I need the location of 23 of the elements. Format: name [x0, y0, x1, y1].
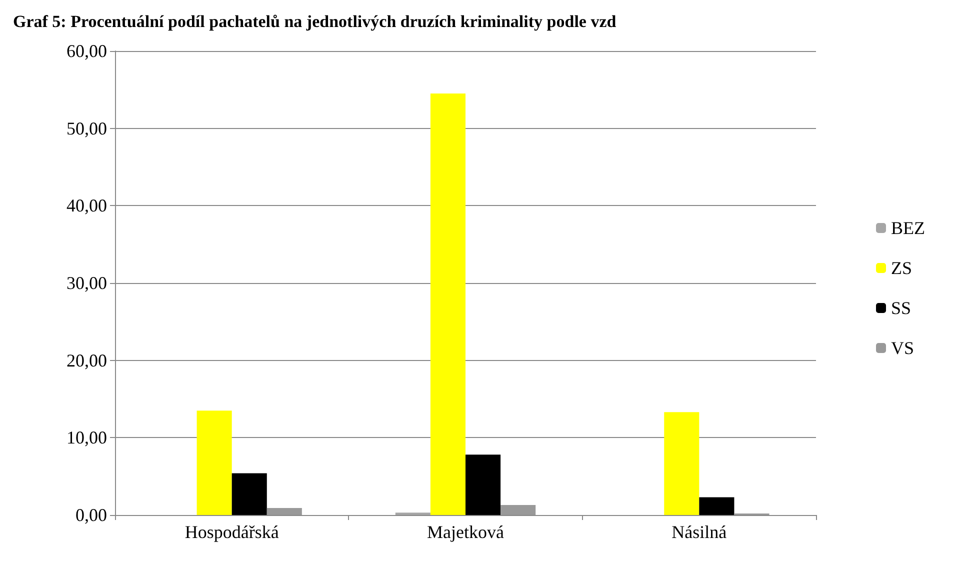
x-tick-label: Násilná	[672, 522, 727, 542]
y-tick-label: 50,00	[66, 118, 107, 138]
y-tick-label: 20,00	[66, 350, 107, 370]
legend-label: ZS	[891, 258, 912, 278]
bar	[430, 94, 466, 515]
bar	[266, 508, 302, 515]
legend-label: SS	[891, 298, 912, 318]
legend-label: BEZ	[891, 218, 926, 238]
bar	[664, 412, 700, 515]
bar	[699, 497, 734, 515]
x-tick-label: Hospodářská	[184, 522, 279, 542]
y-tick-label: 60,00	[66, 41, 107, 61]
bar	[232, 473, 267, 515]
bar	[196, 410, 232, 515]
chart-title: Graf 5: Procentuální podíl pachatelů na jednotlivých druzích kriminality podle vzd	[13, 12, 617, 31]
x-tick-label: Majetková	[427, 522, 504, 542]
bar	[466, 454, 501, 515]
legend-label: VS	[891, 338, 914, 358]
y-tick-label: 30,00	[66, 273, 107, 293]
bar	[500, 504, 536, 515]
y-tick-label: 0,00	[76, 505, 107, 525]
y-tick-label: 40,00	[66, 196, 107, 216]
y-tick-label: 10,00	[66, 428, 107, 448]
